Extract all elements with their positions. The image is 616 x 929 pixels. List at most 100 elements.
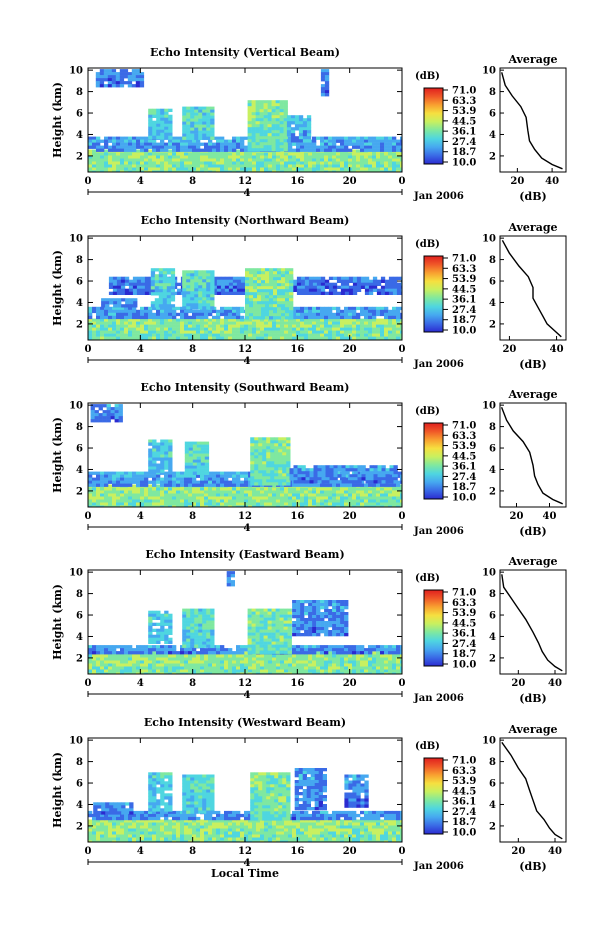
echo-cell: [365, 474, 370, 478]
echo-cell: [156, 306, 161, 311]
echo-cell: [279, 115, 284, 119]
echo-cell: [336, 291, 342, 295]
echo-cell: [396, 288, 402, 292]
echo-cell: [277, 271, 282, 275]
echo-cell: [297, 471, 302, 475]
echo-cell: [112, 336, 117, 340]
echo-cell: [261, 313, 266, 317]
echo-cell: [380, 490, 385, 494]
echo-region: [250, 437, 291, 486]
echo-cell: [196, 312, 201, 317]
echo-cell: [292, 312, 297, 317]
echo-cell: [152, 324, 157, 328]
echo-cell: [240, 288, 246, 292]
echo-cell: [320, 90, 326, 94]
echo-cell: [304, 315, 309, 320]
echo-cell: [206, 133, 211, 137]
echo-cell: [348, 148, 353, 152]
echo-cell: [289, 468, 294, 472]
echo-cell: [381, 465, 386, 469]
echo-cell: [119, 69, 125, 73]
echo-cell: [192, 324, 197, 328]
echo-cell: [300, 496, 305, 500]
echo-cell: [340, 324, 345, 328]
echo-cell: [272, 487, 277, 491]
echo-cell: [384, 167, 389, 171]
echo-cell: [176, 474, 181, 478]
echo-cell: [160, 312, 165, 317]
echo-cell: [200, 505, 205, 507]
echo-cell: [232, 279, 238, 283]
echo-cell: [372, 324, 377, 328]
echo-cell: [298, 133, 304, 137]
echo-cell: [260, 487, 265, 491]
echo-cell: [148, 487, 153, 491]
echo-cell: [313, 465, 318, 469]
echo-cell: [196, 139, 201, 143]
echo-cell: [348, 306, 353, 311]
panel-1: Echo Intensity (Vertical Beam)246810Heig…: [51, 46, 567, 203]
echo-cell: [190, 303, 195, 307]
echo-cell: [172, 167, 177, 171]
echo-cell: [248, 333, 253, 337]
echo-cell: [301, 480, 306, 484]
echo-cell: [312, 333, 317, 337]
echo-cell: [156, 487, 161, 491]
echo-cell: [248, 161, 253, 165]
echo-cell: [164, 167, 169, 171]
echo-cell: [348, 139, 353, 143]
echo-cell: [176, 330, 181, 334]
echo-cell: [182, 109, 187, 113]
echo-cell: [172, 483, 177, 487]
echo-cell: [160, 139, 165, 143]
echo-cell: [182, 106, 187, 110]
echo-cell: [172, 321, 177, 325]
echo-cell: [125, 301, 130, 305]
echo-cell: [180, 315, 185, 320]
echo-cell: [172, 499, 177, 503]
echo-cell: [250, 443, 255, 447]
echo-cell: [248, 490, 253, 494]
echo-cell: [95, 78, 101, 82]
echo-cell: [128, 471, 133, 475]
echo-cell: [184, 309, 189, 314]
echo-cell: [184, 155, 189, 159]
echo-cell: [268, 487, 273, 491]
echo-region: [88, 318, 402, 340]
echo-cell: [198, 115, 203, 119]
echo-cell: [132, 279, 138, 283]
echo-cell: [268, 333, 273, 337]
echo-cell: [400, 321, 402, 325]
echo-cell: [128, 336, 133, 340]
average-y-tick-label: 2: [489, 486, 496, 497]
echo-cell: [313, 477, 318, 481]
echo-cell: [296, 493, 301, 497]
colorbar-tick-label: 36.1: [452, 127, 476, 138]
echo-cell: [160, 164, 165, 168]
echo-cell: [256, 318, 261, 322]
echo-cell: [263, 133, 268, 137]
echo-cell: [320, 282, 326, 286]
echo-cell: [196, 145, 201, 149]
echo-cell: [120, 309, 125, 314]
echo-cell: [244, 324, 249, 328]
echo-cell: [324, 87, 330, 91]
echo-cell: [192, 161, 197, 165]
x-tick-label: 12: [238, 344, 252, 355]
echo-cell: [292, 285, 298, 289]
echo-cell: [240, 333, 245, 337]
echo-cell: [140, 136, 145, 140]
echo-cell: [128, 158, 133, 162]
echo-cell: [364, 321, 369, 325]
echo-cell: [95, 81, 101, 85]
echo-cell: [116, 333, 121, 337]
echo-cell: [301, 468, 306, 472]
echo-cell: [259, 145, 264, 149]
echo-cell: [282, 473, 287, 477]
echo-cell: [254, 473, 259, 477]
echo-cell: [224, 333, 229, 337]
echo-cell: [202, 279, 207, 283]
echo-cell: [152, 471, 157, 475]
echo-cell: [321, 477, 326, 481]
echo-cell: [364, 502, 369, 506]
